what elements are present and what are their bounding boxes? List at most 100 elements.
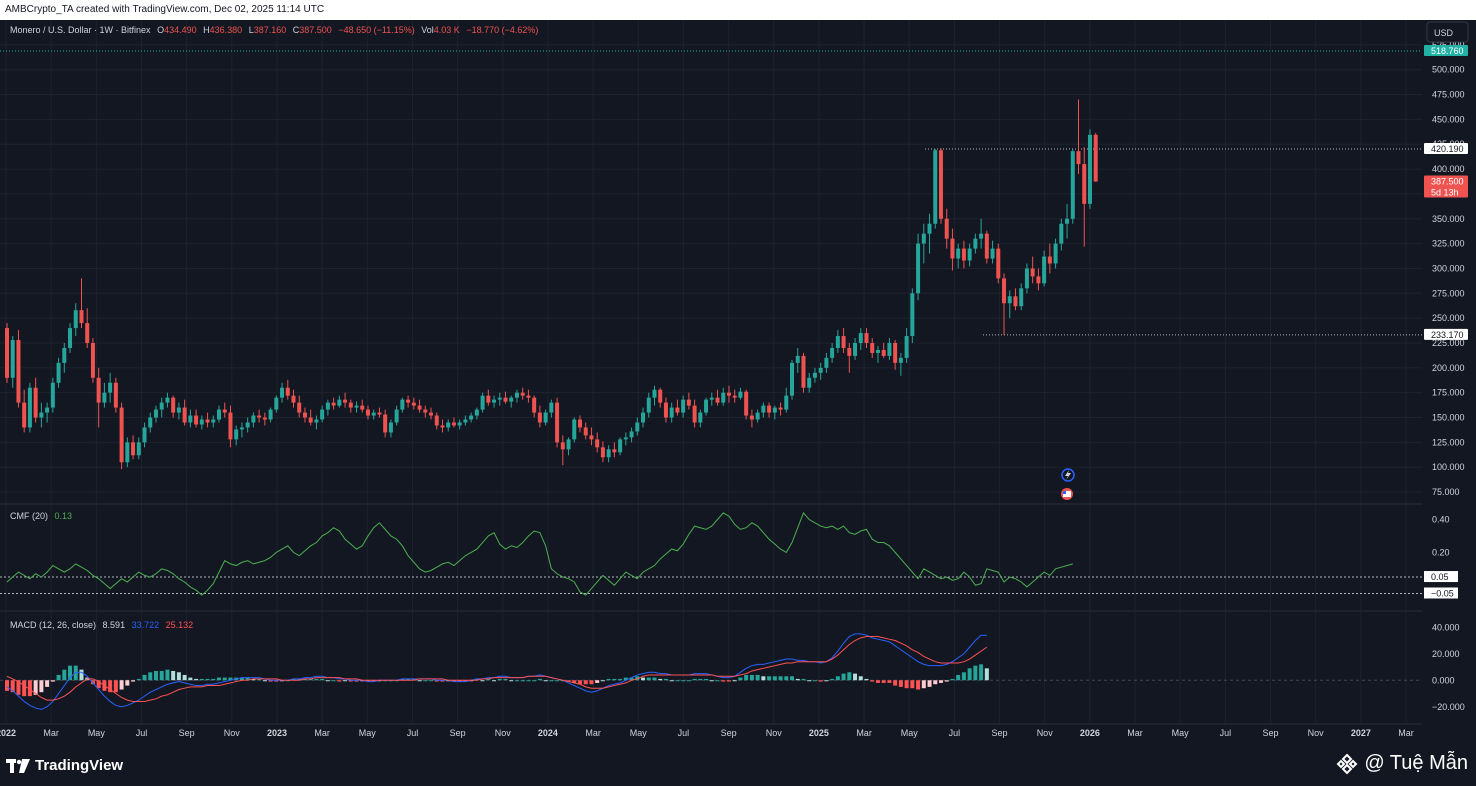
macd-histogram-bar bbox=[532, 680, 537, 682]
price-axis-background bbox=[1422, 20, 1476, 746]
macd-histogram-bar bbox=[125, 680, 130, 686]
candle-body bbox=[176, 407, 181, 413]
macd-histogram-bar bbox=[268, 680, 273, 682]
macd-histogram-bar bbox=[211, 678, 216, 681]
candle-body bbox=[933, 150, 938, 224]
candle-body bbox=[537, 412, 542, 423]
candle-body bbox=[686, 399, 691, 406]
macd-histogram-bar bbox=[921, 680, 926, 689]
macd-histogram-bar bbox=[274, 680, 279, 682]
candle-body bbox=[377, 412, 382, 415]
candle-body bbox=[818, 367, 823, 373]
candle-body bbox=[663, 402, 668, 418]
candle-body bbox=[337, 399, 342, 406]
macd-histogram-bar bbox=[239, 677, 244, 681]
candle-body bbox=[22, 402, 27, 428]
candle-body bbox=[429, 412, 434, 416]
candle-body bbox=[1013, 296, 1018, 307]
macd-histogram-bar bbox=[704, 678, 709, 681]
candle-body bbox=[268, 409, 273, 420]
macd-histogram-bar bbox=[623, 677, 628, 681]
candle-body bbox=[875, 349, 880, 353]
time-tick-label: Mar bbox=[1398, 728, 1414, 738]
candle-body bbox=[600, 447, 605, 458]
macd-histogram-bar bbox=[938, 680, 943, 683]
macd-histogram-bar bbox=[251, 678, 256, 681]
price-axis[interactable]: 75.000 100.000 125.000 150.000 175.000 200.00… bbox=[1422, 20, 1476, 746]
time-tick-label: Mar bbox=[43, 728, 59, 738]
candle-body bbox=[984, 233, 989, 259]
macd-histogram-bar bbox=[744, 674, 749, 681]
candle-body bbox=[761, 405, 766, 413]
macd-histogram-bar bbox=[68, 665, 73, 681]
candle-body bbox=[394, 409, 399, 423]
candle-body bbox=[990, 248, 995, 259]
candle-body bbox=[73, 310, 78, 329]
candle-body bbox=[755, 412, 760, 420]
macd-histogram-bar bbox=[984, 668, 989, 681]
macd-histogram-bar bbox=[45, 680, 50, 687]
candle-body bbox=[371, 412, 376, 416]
candle-body bbox=[274, 397, 279, 410]
high-value: 436.380 bbox=[210, 25, 243, 35]
watermark: @ Tuệ Mẫn bbox=[1336, 752, 1468, 775]
grid bbox=[0, 20, 1476, 725]
candle-body bbox=[956, 248, 961, 259]
candle-body bbox=[1042, 256, 1047, 284]
trading-chart[interactable]: 75.000 100.000 125.000 150.000 175.000 200.00… bbox=[0, 20, 1476, 746]
candle-body bbox=[961, 248, 966, 261]
candle-body bbox=[864, 333, 869, 343]
macd-histogram-bar bbox=[864, 678, 869, 681]
candle-body bbox=[744, 391, 749, 416]
time-tick-label: 2022 bbox=[0, 728, 16, 738]
price-tick-label: 500.000 bbox=[1432, 65, 1465, 75]
macd-histogram-bar bbox=[5, 680, 9, 691]
macd-histogram-bar bbox=[205, 678, 210, 681]
macd-histogram-bar bbox=[675, 680, 680, 682]
vol-value: 4.03 K bbox=[434, 25, 460, 35]
candle-body bbox=[423, 409, 428, 413]
macd-histogram-bar bbox=[709, 680, 714, 682]
candle-body bbox=[194, 415, 199, 425]
flag-event-icon[interactable] bbox=[1061, 488, 1073, 500]
candle-body bbox=[188, 415, 193, 423]
macd-histogram-bar bbox=[308, 678, 313, 681]
candle-body bbox=[652, 389, 657, 398]
time-tick-label: Jul bbox=[1220, 728, 1232, 738]
candle-body bbox=[1002, 278, 1007, 304]
macd-histogram-bar bbox=[698, 678, 703, 681]
time-tick-label: 2025 bbox=[809, 728, 829, 738]
cmf-pane bbox=[0, 511, 1422, 596]
symbol-title: Monero / U.S. Dollar · 1W · Bitfinex bbox=[10, 25, 151, 35]
macd-histogram-bar bbox=[417, 680, 422, 682]
resistance-price-badge-bg bbox=[1424, 143, 1468, 155]
macd-histogram-bar bbox=[721, 680, 726, 682]
macd-signal-value: 25.132 bbox=[166, 620, 194, 630]
candle-body bbox=[68, 328, 73, 348]
currency-button[interactable]: USD bbox=[1426, 21, 1469, 43]
macd-histogram-bar bbox=[343, 680, 348, 682]
candle-body bbox=[807, 377, 812, 388]
candle-body bbox=[314, 419, 319, 423]
tradingview-logo[interactable]: TradingView bbox=[6, 757, 123, 774]
candle-body bbox=[1082, 164, 1087, 204]
macd-histogram-bar bbox=[320, 678, 325, 681]
macd-histogram-bar bbox=[726, 680, 731, 682]
candle-body bbox=[320, 409, 325, 420]
macd-histogram-bar bbox=[27, 680, 32, 697]
top-price-badge: 518.760 bbox=[1431, 46, 1464, 56]
cmf-tick-label: 0.40 bbox=[1432, 515, 1450, 525]
time-axis[interactable]: 2022 Mar May Jul Sep Nov 2023 Mar May Jul Sep Nov 20… bbox=[0, 728, 1414, 738]
lightning-event-icon[interactable] bbox=[1061, 468, 1075, 482]
open-value: 434.490 bbox=[164, 25, 197, 35]
candle-body bbox=[795, 355, 800, 363]
candle-body bbox=[492, 399, 497, 403]
close-value: 387.500 bbox=[299, 25, 332, 35]
candle-body bbox=[33, 387, 38, 418]
macd-histogram-bar bbox=[411, 678, 416, 681]
macd-histogram-bar bbox=[22, 680, 27, 697]
candle-body bbox=[10, 340, 15, 378]
candle-body bbox=[578, 419, 582, 428]
time-tick-label: Jul bbox=[136, 728, 148, 738]
candle-body bbox=[709, 397, 714, 400]
